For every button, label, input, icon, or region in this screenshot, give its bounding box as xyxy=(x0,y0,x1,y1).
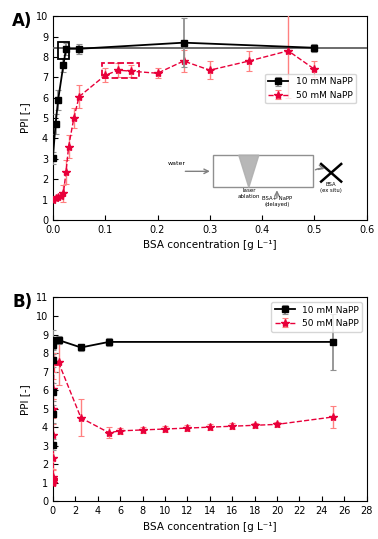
Y-axis label: PPI [-]: PPI [-] xyxy=(20,103,30,134)
Text: B): B) xyxy=(12,293,32,312)
Legend: 10 mM NaPP, 50 mM NaPP: 10 mM NaPP, 50 mM NaPP xyxy=(271,302,362,331)
Bar xyxy=(102,63,139,78)
Bar xyxy=(57,42,69,59)
Legend: 10 mM NaPP, 50 mM NaPP: 10 mM NaPP, 50 mM NaPP xyxy=(265,74,356,103)
Text: A): A) xyxy=(12,12,33,30)
X-axis label: BSA concentration [g L⁻¹]: BSA concentration [g L⁻¹] xyxy=(143,240,277,251)
X-axis label: BSA concentration [g L⁻¹]: BSA concentration [g L⁻¹] xyxy=(143,522,277,531)
Y-axis label: PPI [-]: PPI [-] xyxy=(20,384,30,414)
